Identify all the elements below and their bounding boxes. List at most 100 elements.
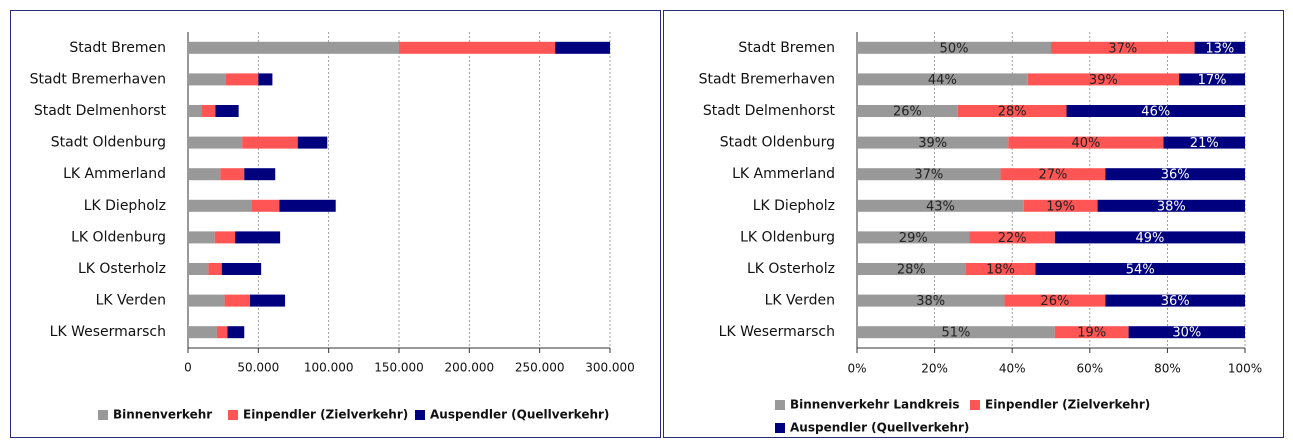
bar-segment	[857, 136, 1009, 149]
bar-segment	[224, 294, 250, 307]
bar-segment	[857, 326, 1055, 339]
bar-segment	[1194, 41, 1245, 54]
legend-label: Auspendler (Quellverkehr)	[790, 421, 969, 435]
bar-segment	[235, 231, 281, 244]
bar-segment	[227, 326, 245, 339]
bar-segment	[215, 105, 239, 117]
value-label: 30%	[1172, 326, 1201, 341]
value-label: 19%	[1077, 326, 1106, 341]
bar-segment	[188, 73, 226, 86]
category-label: LK Osterholz	[78, 261, 166, 277]
category-label: Stadt Oldenburg	[51, 135, 166, 151]
value-label: 54%	[1126, 263, 1155, 278]
x-tick-label: 200.000	[445, 361, 495, 375]
x-tick-label: 100.000	[304, 361, 354, 375]
category-label: Stadt Bremen	[738, 40, 835, 56]
bar-segment	[857, 263, 966, 275]
category-label: Stadt Bremerhaven	[30, 71, 166, 87]
bar-segment	[1035, 263, 1245, 275]
bar-segment	[957, 105, 1067, 117]
value-label: 21%	[1190, 136, 1219, 151]
bar-segment	[188, 41, 399, 54]
bar-segment	[214, 231, 236, 244]
x-tick-label: 300.000	[585, 361, 635, 375]
value-label: 36%	[1161, 168, 1190, 183]
category-label: Stadt Delmenhorst	[34, 103, 167, 119]
bar-segment	[1051, 41, 1195, 54]
value-label: 50%	[940, 41, 969, 56]
legend-swatch	[775, 423, 785, 433]
legend-label: Einpendler (Zielverkehr)	[985, 398, 1150, 412]
bar-segment	[1008, 136, 1164, 149]
panel-left	[10, 10, 661, 438]
category-label: LK Wesermarsch	[50, 324, 166, 340]
bar-segment	[188, 231, 215, 244]
category-label: LK Diepholz	[84, 198, 166, 214]
category-label: LK Verden	[765, 293, 835, 309]
value-label: 28%	[897, 263, 926, 278]
bar-segment	[242, 136, 298, 149]
value-label: 44%	[928, 73, 957, 88]
bar-segment	[188, 136, 243, 149]
bar-segment	[1105, 168, 1245, 181]
value-label: 46%	[1141, 105, 1170, 120]
value-label: 17%	[1198, 73, 1227, 88]
bar-segment	[201, 105, 216, 117]
x-tick-label: 60%	[1076, 362, 1103, 376]
bar-segment	[244, 168, 276, 181]
bar-segment	[857, 105, 958, 117]
bar-segment	[1105, 294, 1245, 307]
bar-segment	[216, 326, 228, 339]
value-label: 43%	[926, 199, 955, 214]
bar-segment	[208, 263, 222, 275]
x-tick-label: 100%	[1228, 362, 1262, 376]
value-label: 22%	[998, 231, 1027, 246]
bar-segment	[1097, 199, 1245, 212]
bar-segment	[857, 231, 970, 244]
x-tick-label: 40%	[999, 362, 1026, 376]
bar-segment	[965, 263, 1036, 275]
value-label: 51%	[941, 326, 970, 341]
bar-segment	[857, 41, 1051, 54]
value-label: 19%	[1046, 199, 1075, 214]
x-tick-label: 50.000	[237, 361, 279, 375]
value-label: 13%	[1205, 41, 1234, 56]
value-label: 18%	[986, 263, 1015, 278]
x-tick-label: 0%	[847, 362, 866, 376]
category-label: LK Osterholz	[747, 261, 835, 277]
x-tick-label: 0	[184, 361, 192, 375]
legend-swatch	[98, 410, 108, 420]
category-label: LK Ammerland	[732, 166, 835, 182]
bar-segment	[857, 294, 1005, 307]
bar-segment	[188, 168, 221, 181]
bar-segment	[225, 73, 259, 86]
bar-segment	[1066, 105, 1245, 117]
legend-label: Einpendler (Zielverkehr)	[243, 408, 408, 422]
bar-segment	[188, 105, 202, 117]
bar-segment	[555, 41, 610, 54]
bar-segment	[1054, 231, 1245, 244]
bar-segment	[969, 231, 1055, 244]
bar-segment	[188, 326, 217, 339]
value-label: 38%	[1157, 199, 1186, 214]
category-label: Stadt Bremen	[69, 40, 166, 56]
value-label: 49%	[1135, 231, 1164, 246]
category-label: LK Oldenburg	[71, 229, 166, 245]
bar-segment	[1054, 326, 1129, 339]
value-label: 38%	[916, 294, 945, 309]
value-label: 29%	[899, 231, 928, 246]
x-tick-label: 20%	[921, 362, 948, 376]
bar-segment	[258, 73, 273, 86]
value-label: 26%	[893, 105, 922, 120]
bar-segment	[399, 41, 556, 54]
bar-segment	[857, 168, 1001, 181]
legend-label: Binnenverkehr	[113, 408, 212, 422]
legend-label: Binnenverkehr Landkreis	[790, 398, 960, 412]
bar-segment	[221, 263, 262, 275]
bar-segment	[220, 168, 245, 181]
legend-swatch	[970, 400, 980, 410]
category-label: LK Oldenburg	[740, 229, 835, 245]
bar-segment	[1027, 73, 1180, 86]
bar-segment	[249, 294, 286, 307]
